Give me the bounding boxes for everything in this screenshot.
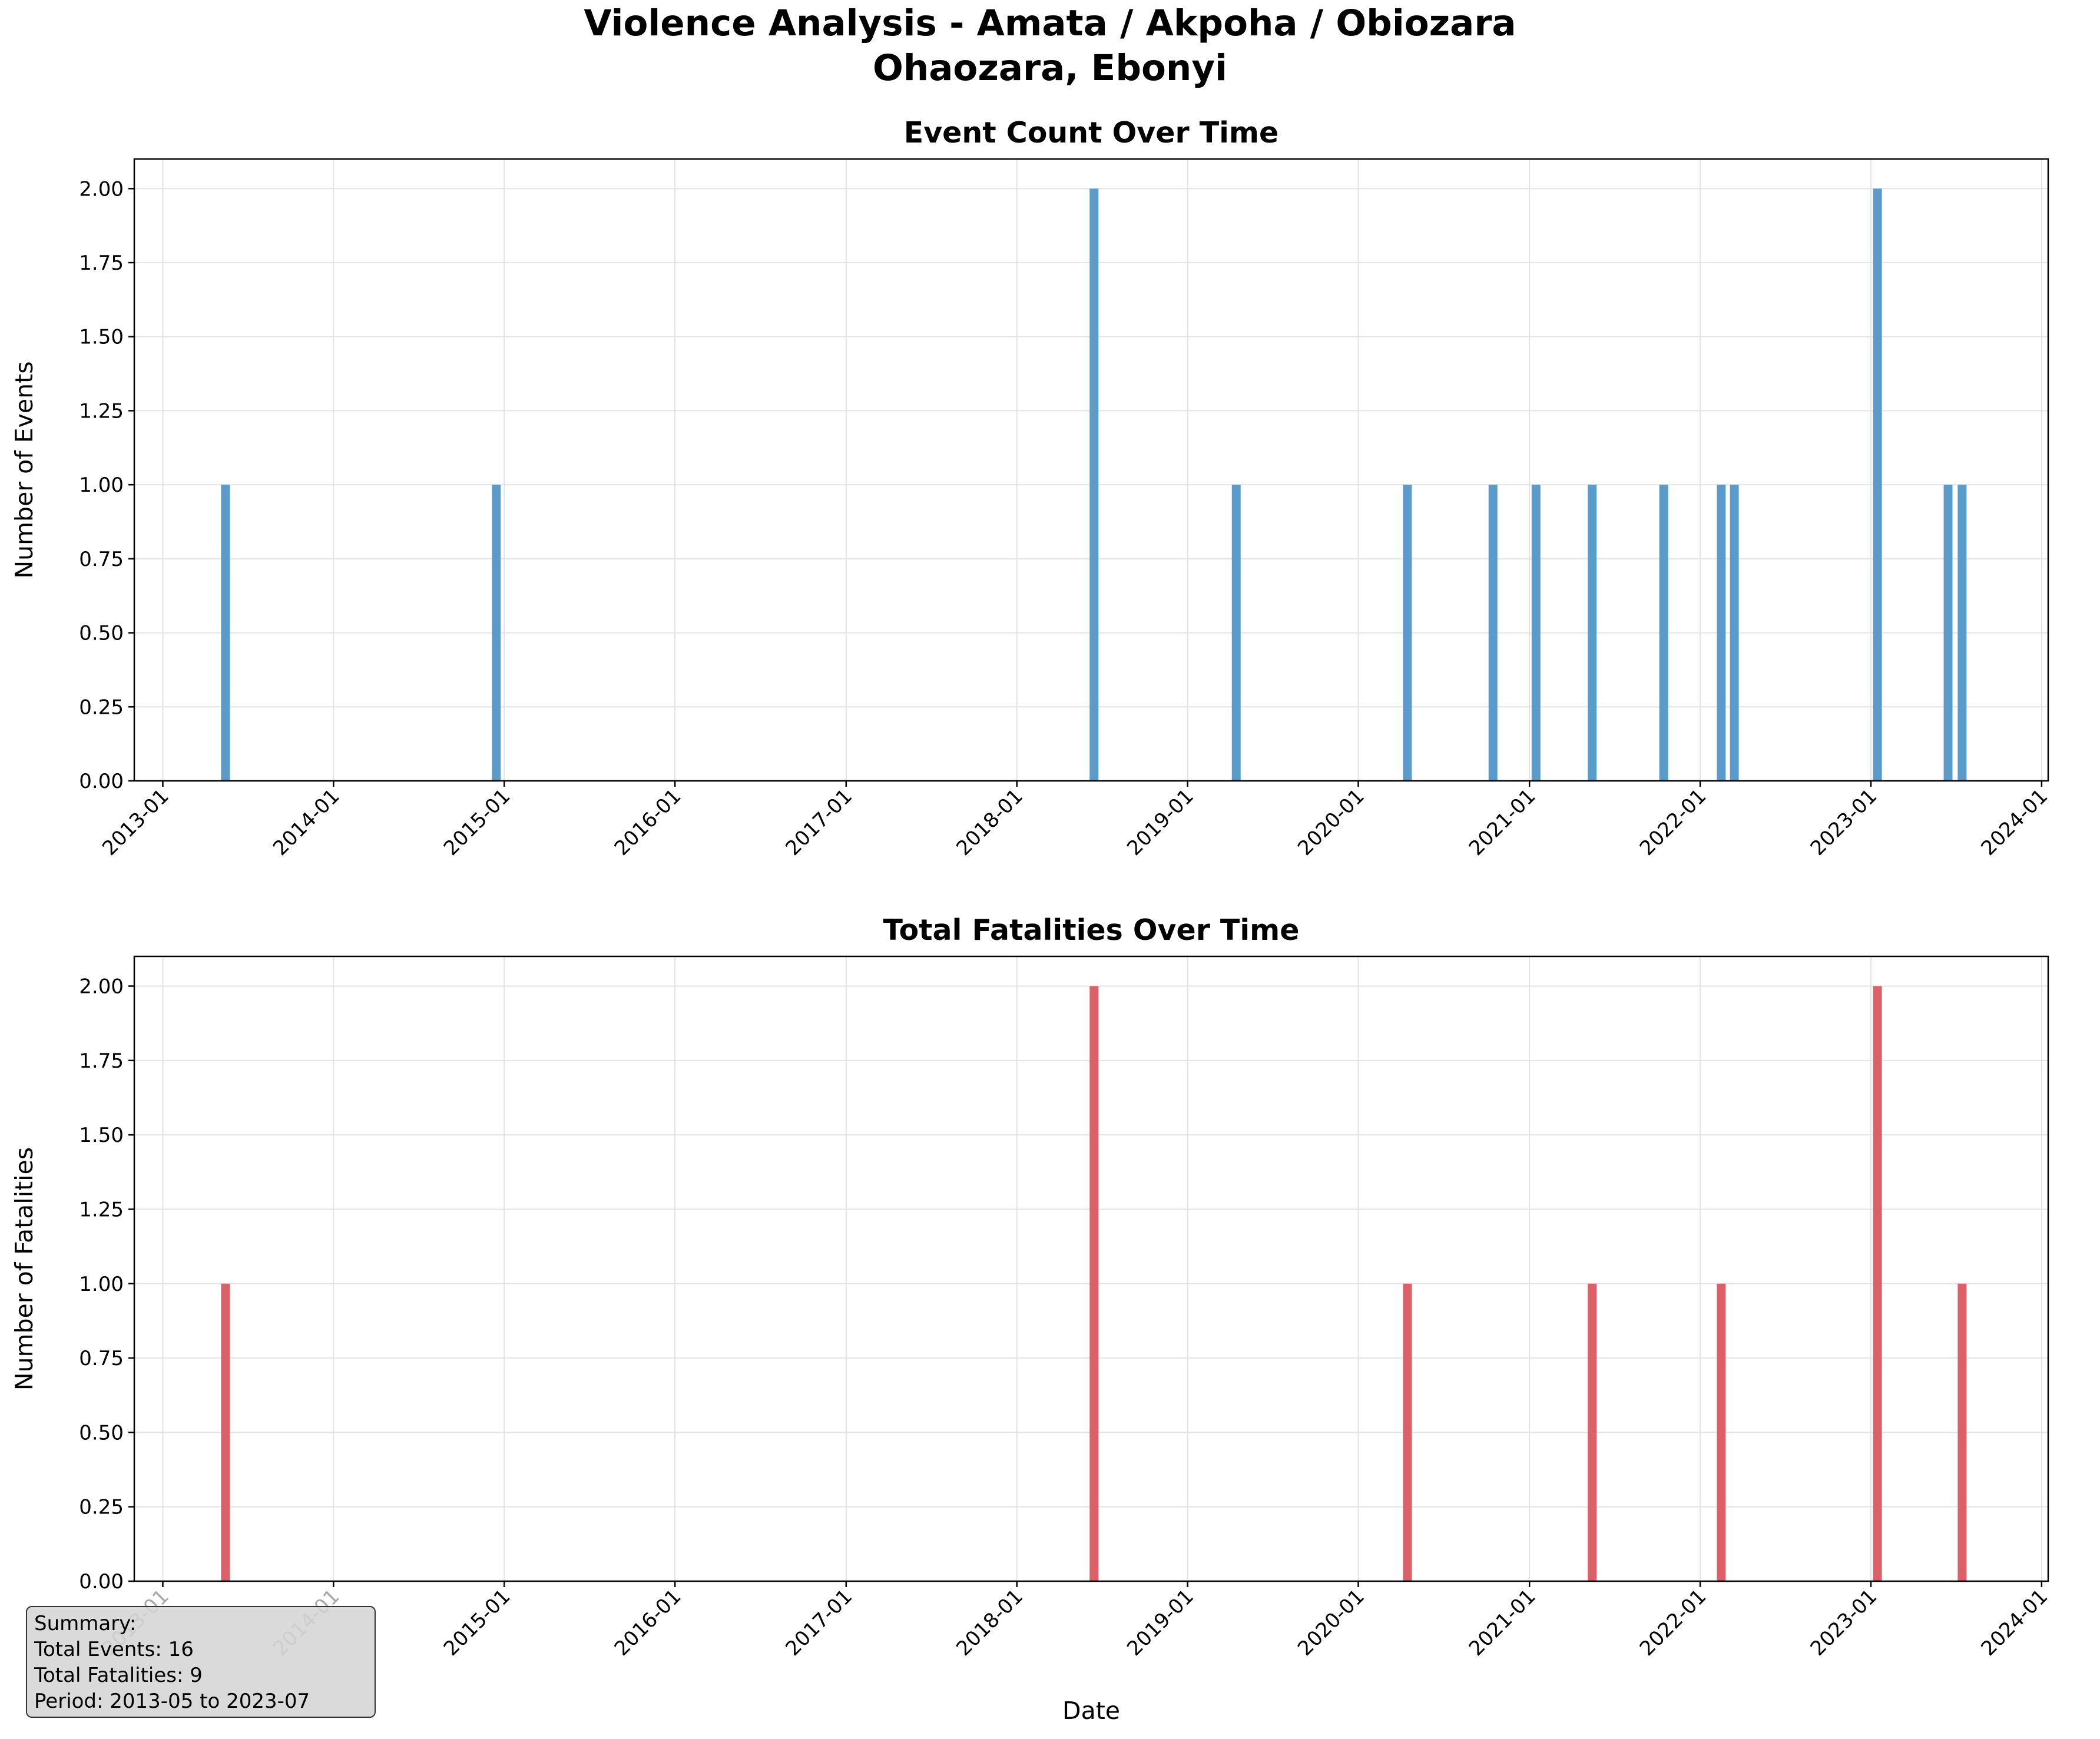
bar [1943, 485, 1953, 781]
summary-box: Summary: Total Events: 16 Total Fataliti… [26, 1606, 376, 1718]
x-tick-label: 2017-01 [781, 784, 857, 860]
bar [1717, 485, 1726, 781]
x-tick-label: 2024-01 [1977, 1585, 2053, 1661]
x-tick-label: 2017-01 [781, 1585, 857, 1661]
y-tick-label: 1.00 [79, 1273, 124, 1296]
y-tick-label: 0.25 [79, 1496, 124, 1519]
x-tick-label: 2020-01 [1293, 784, 1369, 860]
x-tick-label: 2023-01 [1806, 784, 1882, 860]
y-axis-label: Number of Events [10, 361, 38, 578]
summary-total-events: Total Events: 16 [34, 1638, 194, 1661]
bar [1730, 485, 1739, 781]
x-tick-label: 2024-01 [1977, 784, 2053, 860]
x-tick-label: 2021-01 [1465, 784, 1541, 860]
bar [221, 1283, 230, 1581]
x-tick-label: 2015-01 [439, 784, 515, 860]
bar [1957, 1283, 1967, 1581]
x-axis-label: Date [1062, 1697, 1120, 1725]
bar [1403, 485, 1412, 781]
bar [1873, 188, 1882, 781]
x-tick-label: 2014-01 [269, 784, 345, 860]
y-tick-label: 0.75 [79, 548, 124, 571]
y-tick-label: 0.00 [79, 1570, 124, 1594]
x-tick-label: 2020-01 [1293, 1585, 1369, 1661]
y-axis-label: Number of Fatalities [10, 1147, 38, 1390]
bar [492, 485, 501, 781]
bar [1531, 485, 1541, 781]
figure-title-line-1: Violence Analysis - Amata / Akpoha / Obi… [584, 2, 1516, 44]
x-tick-label: 2013-01 [98, 784, 174, 860]
y-tick-label: 1.75 [79, 251, 124, 275]
plot-frame [133, 955, 2049, 1582]
y-tick-label: 1.75 [79, 1049, 124, 1073]
x-tick-label: 2022-01 [1635, 1585, 1711, 1661]
x-tick-label: 2022-01 [1635, 784, 1711, 860]
y-tick-label: 1.00 [79, 473, 124, 497]
x-tick-label: 2018-01 [952, 784, 1028, 860]
fatalities-chart: 0.000.250.500.751.001.251.501.752.002013… [10, 913, 2052, 1725]
bar [1403, 1283, 1412, 1581]
y-tick-label: 1.50 [79, 326, 124, 349]
bar [1089, 986, 1099, 1581]
y-tick-label: 1.50 [79, 1124, 124, 1147]
plot-frame [133, 158, 2049, 782]
chart-title: Event Count Over Time [904, 116, 1278, 150]
y-tick-label: 1.25 [79, 399, 124, 423]
bar [221, 485, 230, 781]
bar [1089, 188, 1099, 781]
chart-title: Total Fatalities Over Time [883, 913, 1300, 947]
x-tick-label: 2019-01 [1122, 784, 1198, 860]
y-tick-label: 0.75 [79, 1347, 124, 1370]
summary-heading: Summary: [34, 1612, 137, 1635]
bar [1873, 986, 1882, 1581]
event-count-chart: 0.00 0.25 0.50 0.75 1.00 1.25 1.50 1.75 2.00 2013… [10, 116, 2052, 860]
y-tick-label: 1.25 [79, 1198, 124, 1221]
y-tick-label: 0.00 [79, 770, 124, 793]
x-tick-label: 2016-01 [610, 784, 686, 860]
x-tick-label: 2021-01 [1465, 1585, 1541, 1661]
bar [1957, 485, 1967, 781]
x-tick-label: 2016-01 [610, 1585, 686, 1661]
bar [1488, 485, 1498, 781]
y-tick-label: 2.00 [79, 177, 124, 201]
bar [1659, 485, 1668, 781]
y-tick-label: 2.00 [79, 975, 124, 999]
x-tick-label: 2023-01 [1806, 1585, 1882, 1661]
x-tick-label: 2015-01 [439, 1585, 515, 1661]
y-tick-label: 0.50 [79, 622, 124, 645]
bar [1588, 485, 1597, 781]
bar [1588, 1283, 1597, 1581]
bar [1231, 485, 1241, 781]
summary-total-fatalities: Total Fatalities: 9 [34, 1664, 203, 1687]
x-tick-label: 2019-01 [1122, 1585, 1198, 1661]
y-tick-label: 0.25 [79, 695, 124, 719]
figure-title-line-2: Ohaozara, Ebonyi [873, 47, 1227, 89]
x-tick-label: 2018-01 [952, 1585, 1028, 1661]
bar [1717, 1283, 1726, 1581]
summary-period: Period: 2013-05 to 2023-07 [34, 1690, 310, 1713]
y-tick-label: 0.50 [79, 1421, 124, 1445]
